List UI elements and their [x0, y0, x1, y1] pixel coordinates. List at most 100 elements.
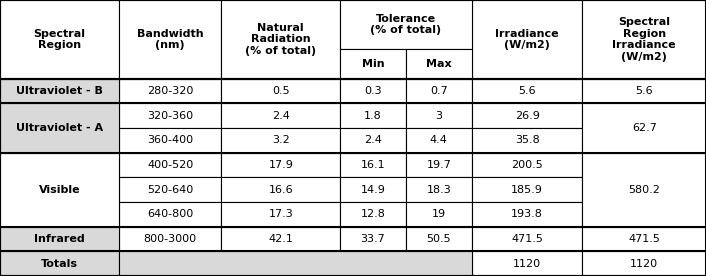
Bar: [222, 0, 340, 79]
Text: 193.8: 193.8: [511, 209, 543, 219]
Text: 19.7: 19.7: [426, 160, 451, 170]
Bar: [582, 251, 706, 276]
Bar: [119, 153, 222, 177]
Text: Totals: Totals: [41, 259, 78, 269]
Bar: [340, 0, 472, 49]
Bar: [119, 177, 222, 202]
Bar: [406, 103, 472, 128]
Bar: [340, 103, 406, 128]
Text: Min: Min: [361, 59, 384, 69]
Text: 640-800: 640-800: [147, 209, 193, 219]
Text: Bandwidth
(nm): Bandwidth (nm): [137, 28, 203, 50]
Text: 2.4: 2.4: [364, 135, 382, 145]
Text: Spectral
Region
Irradiance
(W/m2): Spectral Region Irradiance (W/m2): [612, 17, 676, 62]
Text: Infrared: Infrared: [34, 234, 85, 244]
Bar: [406, 202, 472, 227]
Text: 400-520: 400-520: [147, 160, 193, 170]
Bar: [340, 177, 406, 202]
Text: 800-3000: 800-3000: [143, 234, 197, 244]
Text: 2.4: 2.4: [272, 111, 289, 121]
Text: Max: Max: [426, 59, 452, 69]
Bar: [472, 79, 582, 103]
Text: 12.8: 12.8: [361, 209, 385, 219]
Bar: [119, 128, 222, 153]
Bar: [472, 103, 582, 128]
Text: 360-400: 360-400: [147, 135, 193, 145]
Bar: [406, 49, 472, 79]
Text: 16.1: 16.1: [361, 160, 385, 170]
Text: 1.8: 1.8: [364, 111, 382, 121]
Text: Ultraviolet - A: Ultraviolet - A: [16, 123, 103, 133]
Text: 320-360: 320-360: [147, 111, 193, 121]
Bar: [406, 251, 472, 276]
Bar: [340, 153, 406, 177]
Text: 35.8: 35.8: [515, 135, 539, 145]
Bar: [0, 79, 119, 103]
Text: 0.7: 0.7: [430, 86, 448, 96]
Bar: [222, 202, 340, 227]
Bar: [406, 227, 472, 251]
Text: 520-640: 520-640: [147, 185, 193, 195]
Bar: [340, 227, 406, 251]
Bar: [0, 103, 119, 153]
Bar: [222, 103, 340, 128]
Text: 5.6: 5.6: [635, 86, 653, 96]
Bar: [472, 177, 582, 202]
Text: 4.4: 4.4: [430, 135, 448, 145]
Bar: [0, 251, 119, 276]
Text: 50.5: 50.5: [426, 234, 451, 244]
Text: 3: 3: [436, 111, 443, 121]
Text: 42.1: 42.1: [268, 234, 293, 244]
Bar: [222, 153, 340, 177]
Text: 1120: 1120: [513, 259, 542, 269]
Text: 280-320: 280-320: [147, 86, 193, 96]
Bar: [222, 79, 340, 103]
Bar: [406, 153, 472, 177]
Text: 1120: 1120: [630, 259, 658, 269]
Text: 16.6: 16.6: [268, 185, 293, 195]
Bar: [472, 251, 582, 276]
Text: 0.3: 0.3: [364, 86, 382, 96]
Bar: [222, 227, 340, 251]
Text: 5.6: 5.6: [518, 86, 536, 96]
Bar: [222, 128, 340, 153]
Text: 200.5: 200.5: [511, 160, 543, 170]
Bar: [0, 153, 119, 227]
Bar: [340, 49, 406, 79]
Text: 0.5: 0.5: [272, 86, 289, 96]
Text: Tolerance
(% of total): Tolerance (% of total): [371, 14, 441, 35]
Bar: [119, 227, 222, 251]
Text: 471.5: 471.5: [628, 234, 660, 244]
Bar: [406, 79, 472, 103]
Bar: [582, 79, 706, 103]
Bar: [472, 128, 582, 153]
Bar: [406, 177, 472, 202]
Bar: [119, 251, 472, 276]
Text: 26.9: 26.9: [515, 111, 539, 121]
Text: Irradiance
(W/m2): Irradiance (W/m2): [496, 28, 559, 50]
Bar: [582, 153, 706, 227]
Bar: [472, 153, 582, 177]
Text: 471.5: 471.5: [511, 234, 543, 244]
Bar: [340, 251, 406, 276]
Text: 19: 19: [432, 209, 446, 219]
Bar: [119, 0, 222, 79]
Text: 14.9: 14.9: [361, 185, 385, 195]
Bar: [582, 103, 706, 153]
Text: 185.9: 185.9: [511, 185, 543, 195]
Bar: [340, 128, 406, 153]
Text: 3.2: 3.2: [272, 135, 289, 145]
Bar: [119, 79, 222, 103]
Bar: [406, 128, 472, 153]
Text: 62.7: 62.7: [632, 123, 657, 133]
Bar: [119, 251, 222, 276]
Bar: [472, 202, 582, 227]
Bar: [340, 202, 406, 227]
Text: Ultraviolet - B: Ultraviolet - B: [16, 86, 103, 96]
Bar: [119, 202, 222, 227]
Text: 17.3: 17.3: [268, 209, 293, 219]
Text: 580.2: 580.2: [628, 185, 660, 195]
Bar: [582, 227, 706, 251]
Text: Natural
Radiation
(% of total): Natural Radiation (% of total): [245, 23, 316, 56]
Text: Visible: Visible: [39, 185, 80, 195]
